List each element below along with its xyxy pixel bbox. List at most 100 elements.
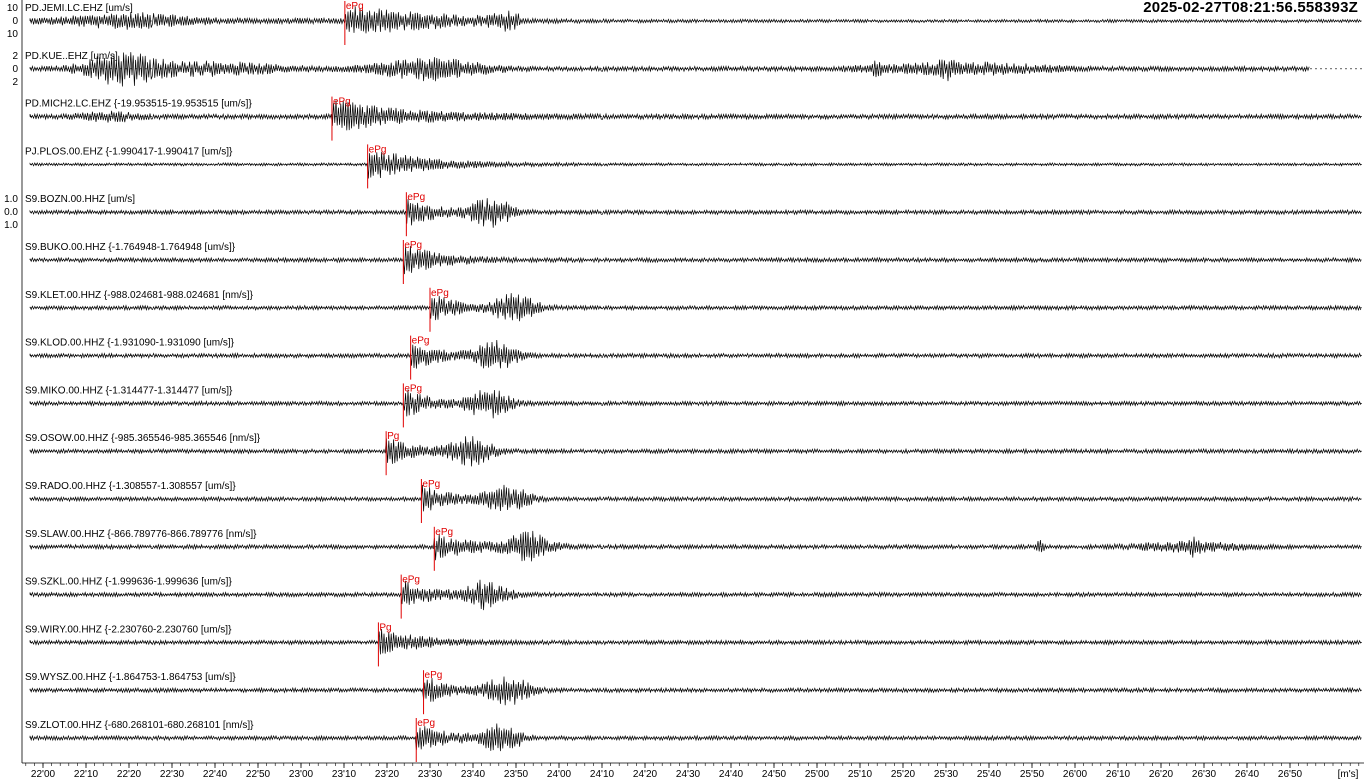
phase-pick-label: ePg [431, 288, 449, 299]
time-tick-label: 24'10 [590, 769, 615, 780]
waveform [29, 339, 1362, 369]
time-tick-label: 26'10 [1106, 769, 1131, 780]
time-tick-label: 22'00 [31, 769, 56, 780]
amplitude-tick-label: 1.0 [4, 220, 18, 231]
time-tick-label: 26'20 [1149, 769, 1174, 780]
time-tick-label: 25'00 [805, 769, 830, 780]
time-tick-label: 23'40 [461, 769, 486, 780]
trace-row[interactable]: S9.OSOW.00.HHZ {-985.365546-985.365546 [… [25, 431, 1362, 476]
waveform [29, 676, 1362, 706]
trace-row[interactable]: PJ.PLOS.00.EHZ {-1.990417-1.990417 [um/s… [25, 144, 1362, 189]
amplitude-tick-label: 1.0 [4, 194, 18, 205]
waveform [29, 293, 1362, 322]
time-tick-label: 22'10 [74, 769, 99, 780]
phase-pick-label: ePg [412, 336, 430, 347]
phase-pick-label: ePg [402, 575, 420, 586]
trace-label: S9.BOZN.00.HHZ [um/s] [25, 194, 135, 205]
phase-pick-label: ePg [404, 240, 422, 251]
time-tick-label: 25'20 [891, 769, 916, 780]
origin-timestamp: 2025-02-27T08:21:56.558393Z [1143, 0, 1358, 16]
trace-row[interactable]: S9.WYSZ.00.HHZ {-1.864753-1.864753 [um/s… [25, 670, 1362, 715]
trace-row[interactable]: S9.ZLOT.00.HHZ {-680.268101-680.268101 [… [25, 718, 1362, 762]
trace-group: PD.JEMI.LC.EHZ [um/s] 10 0 10 ePg PD.KUE..EHZ… [4, 1, 1362, 762]
trace-label: S9.MIKO.00.HHZ {-1.314477-1.314477 [um/s… [25, 385, 233, 396]
amplitude-tick-label: 2 [12, 51, 18, 62]
time-tick-label: 23'00 [289, 769, 314, 780]
amplitude-tick-label: 0.0 [4, 207, 18, 218]
trace-row[interactable]: S9.KLET.00.HHZ {-988.024681-988.024681 [… [25, 287, 1362, 332]
trace-row[interactable]: PD.JEMI.LC.EHZ [um/s] 10 0 10 ePg [7, 1, 1362, 45]
trace-row[interactable]: S9.BOZN.00.HHZ [um/s] 1.0 0.0 1.0 ePg [4, 192, 1362, 237]
phase-pick-label: ePg [417, 718, 435, 729]
trace-row[interactable]: S9.SZKL.00.HHZ {-1.999636-1.999636 [um/s… [25, 574, 1362, 619]
trace-label: S9.SLAW.00.HHZ {-866.789776-866.789776 [… [25, 529, 257, 540]
time-tick-label: 26'30 [1192, 769, 1217, 780]
time-tick-label: 22'30 [160, 769, 185, 780]
trace-label: S9.WYSZ.00.HHZ {-1.864753-1.864753 [um/s… [25, 672, 236, 683]
time-unit-label: [m's] [1338, 769, 1359, 780]
trace-label: PD.KUE..EHZ [um/s] [25, 51, 118, 62]
trace-row[interactable]: S9.SLAW.00.HHZ {-866.789776-866.789776 [… [25, 526, 1362, 571]
trace-row[interactable]: PD.KUE..EHZ [um/s] 2 0 2 [12, 51, 1362, 88]
amplitude-tick-label: 0 [12, 16, 18, 27]
waveform [29, 198, 1362, 228]
waveform [29, 246, 1362, 275]
waveform [29, 389, 1362, 419]
amplitude-tick-label: 0 [12, 64, 18, 75]
time-tick-label: 22'40 [203, 769, 228, 780]
time-tick-label: 24'50 [762, 769, 787, 780]
time-tick-label: 25'30 [934, 769, 959, 780]
phase-pick-label: ePg [346, 1, 364, 12]
time-tick-label: 24'00 [547, 769, 572, 780]
time-axis: 22'00 22'10 22'20 22'30 22'40 22'50 23'00 23'10… [21, 0, 1364, 780]
phase-pick-label: ePg [404, 383, 422, 394]
waveform [29, 579, 1362, 611]
waveform [29, 6, 1362, 34]
time-tick-label: 24'30 [676, 769, 701, 780]
time-tick-label: 25'50 [1020, 769, 1045, 780]
time-tick-label: 24'20 [633, 769, 658, 780]
trace-label: S9.KLOD.00.HHZ {-1.931090-1.931090 [um/s… [25, 338, 235, 349]
waveform [29, 436, 1362, 467]
trace-row[interactable]: S9.KLOD.00.HHZ {-1.931090-1.931090 [um/s… [25, 335, 1362, 380]
phase-pick-label: Pg [379, 622, 391, 633]
trace-row[interactable]: S9.MIKO.00.HHZ {-1.314477-1.314477 [um/s… [25, 383, 1362, 428]
trace-label: S9.ZLOT.00.HHZ {-680.268101-680.268101 [… [25, 720, 254, 731]
trace-label: PD.JEMI.LC.EHZ [um/s] [25, 3, 133, 14]
time-tick-label: 26'50 [1278, 769, 1303, 780]
trace-row[interactable]: PD.MICH2.LC.EHZ {-19.953515-19.953515 [u… [25, 96, 1362, 141]
time-tick-label: 26'40 [1235, 769, 1260, 780]
time-tick-label: 22'50 [246, 769, 271, 780]
time-tick-label: 23'30 [418, 769, 443, 780]
trace-label: S9.RADO.00.HHZ {-1.308557-1.308557 [um/s… [25, 481, 236, 492]
phase-pick-label: ePg [407, 192, 425, 203]
time-tick-label: 23'50 [504, 769, 529, 780]
phase-pick-label: Pg [387, 431, 399, 442]
waveform [29, 484, 1362, 512]
waveform [29, 628, 1362, 655]
phase-pick-label: ePg [425, 670, 443, 681]
amplitude-tick-label: 10 [7, 3, 19, 14]
trace-label: S9.OSOW.00.HHZ {-985.365546-985.365546 [… [25, 433, 261, 444]
time-tick-label: 23'20 [375, 769, 400, 780]
time-tick-label: 23'10 [332, 769, 357, 780]
trace-row[interactable]: S9.WIRY.00.HHZ {-2.230760-2.230760 [um/s… [25, 622, 1362, 667]
phase-pick-label: ePg [422, 479, 440, 490]
trace-label: S9.KLET.00.HHZ {-988.024681-988.024681 [… [25, 290, 254, 301]
trace-row[interactable]: S9.BUKO.00.HHZ {-1.764948-1.764948 [um/s… [25, 240, 1362, 284]
waveform [29, 723, 1362, 752]
trace-label: S9.SZKL.00.HHZ {-1.999636-1.999636 [um/s… [25, 577, 232, 588]
time-tick-label: 22'20 [117, 769, 142, 780]
waveform [29, 530, 1362, 562]
waveform [29, 52, 1310, 87]
phase-pick-label: ePg [369, 144, 387, 155]
amplitude-tick-label: 2 [12, 77, 18, 88]
time-tick-label: 26'00 [1063, 769, 1088, 780]
trace-label: PJ.PLOS.00.EHZ {-1.990417-1.990417 [um/s… [25, 146, 233, 157]
phase-pick-label: ePg [435, 527, 453, 538]
time-tick-label: 24'40 [719, 769, 744, 780]
waveform [29, 152, 1362, 179]
time-tick-label: 25'10 [848, 769, 873, 780]
trace-row[interactable]: S9.RADO.00.HHZ {-1.308557-1.308557 [um/s… [25, 479, 1362, 523]
